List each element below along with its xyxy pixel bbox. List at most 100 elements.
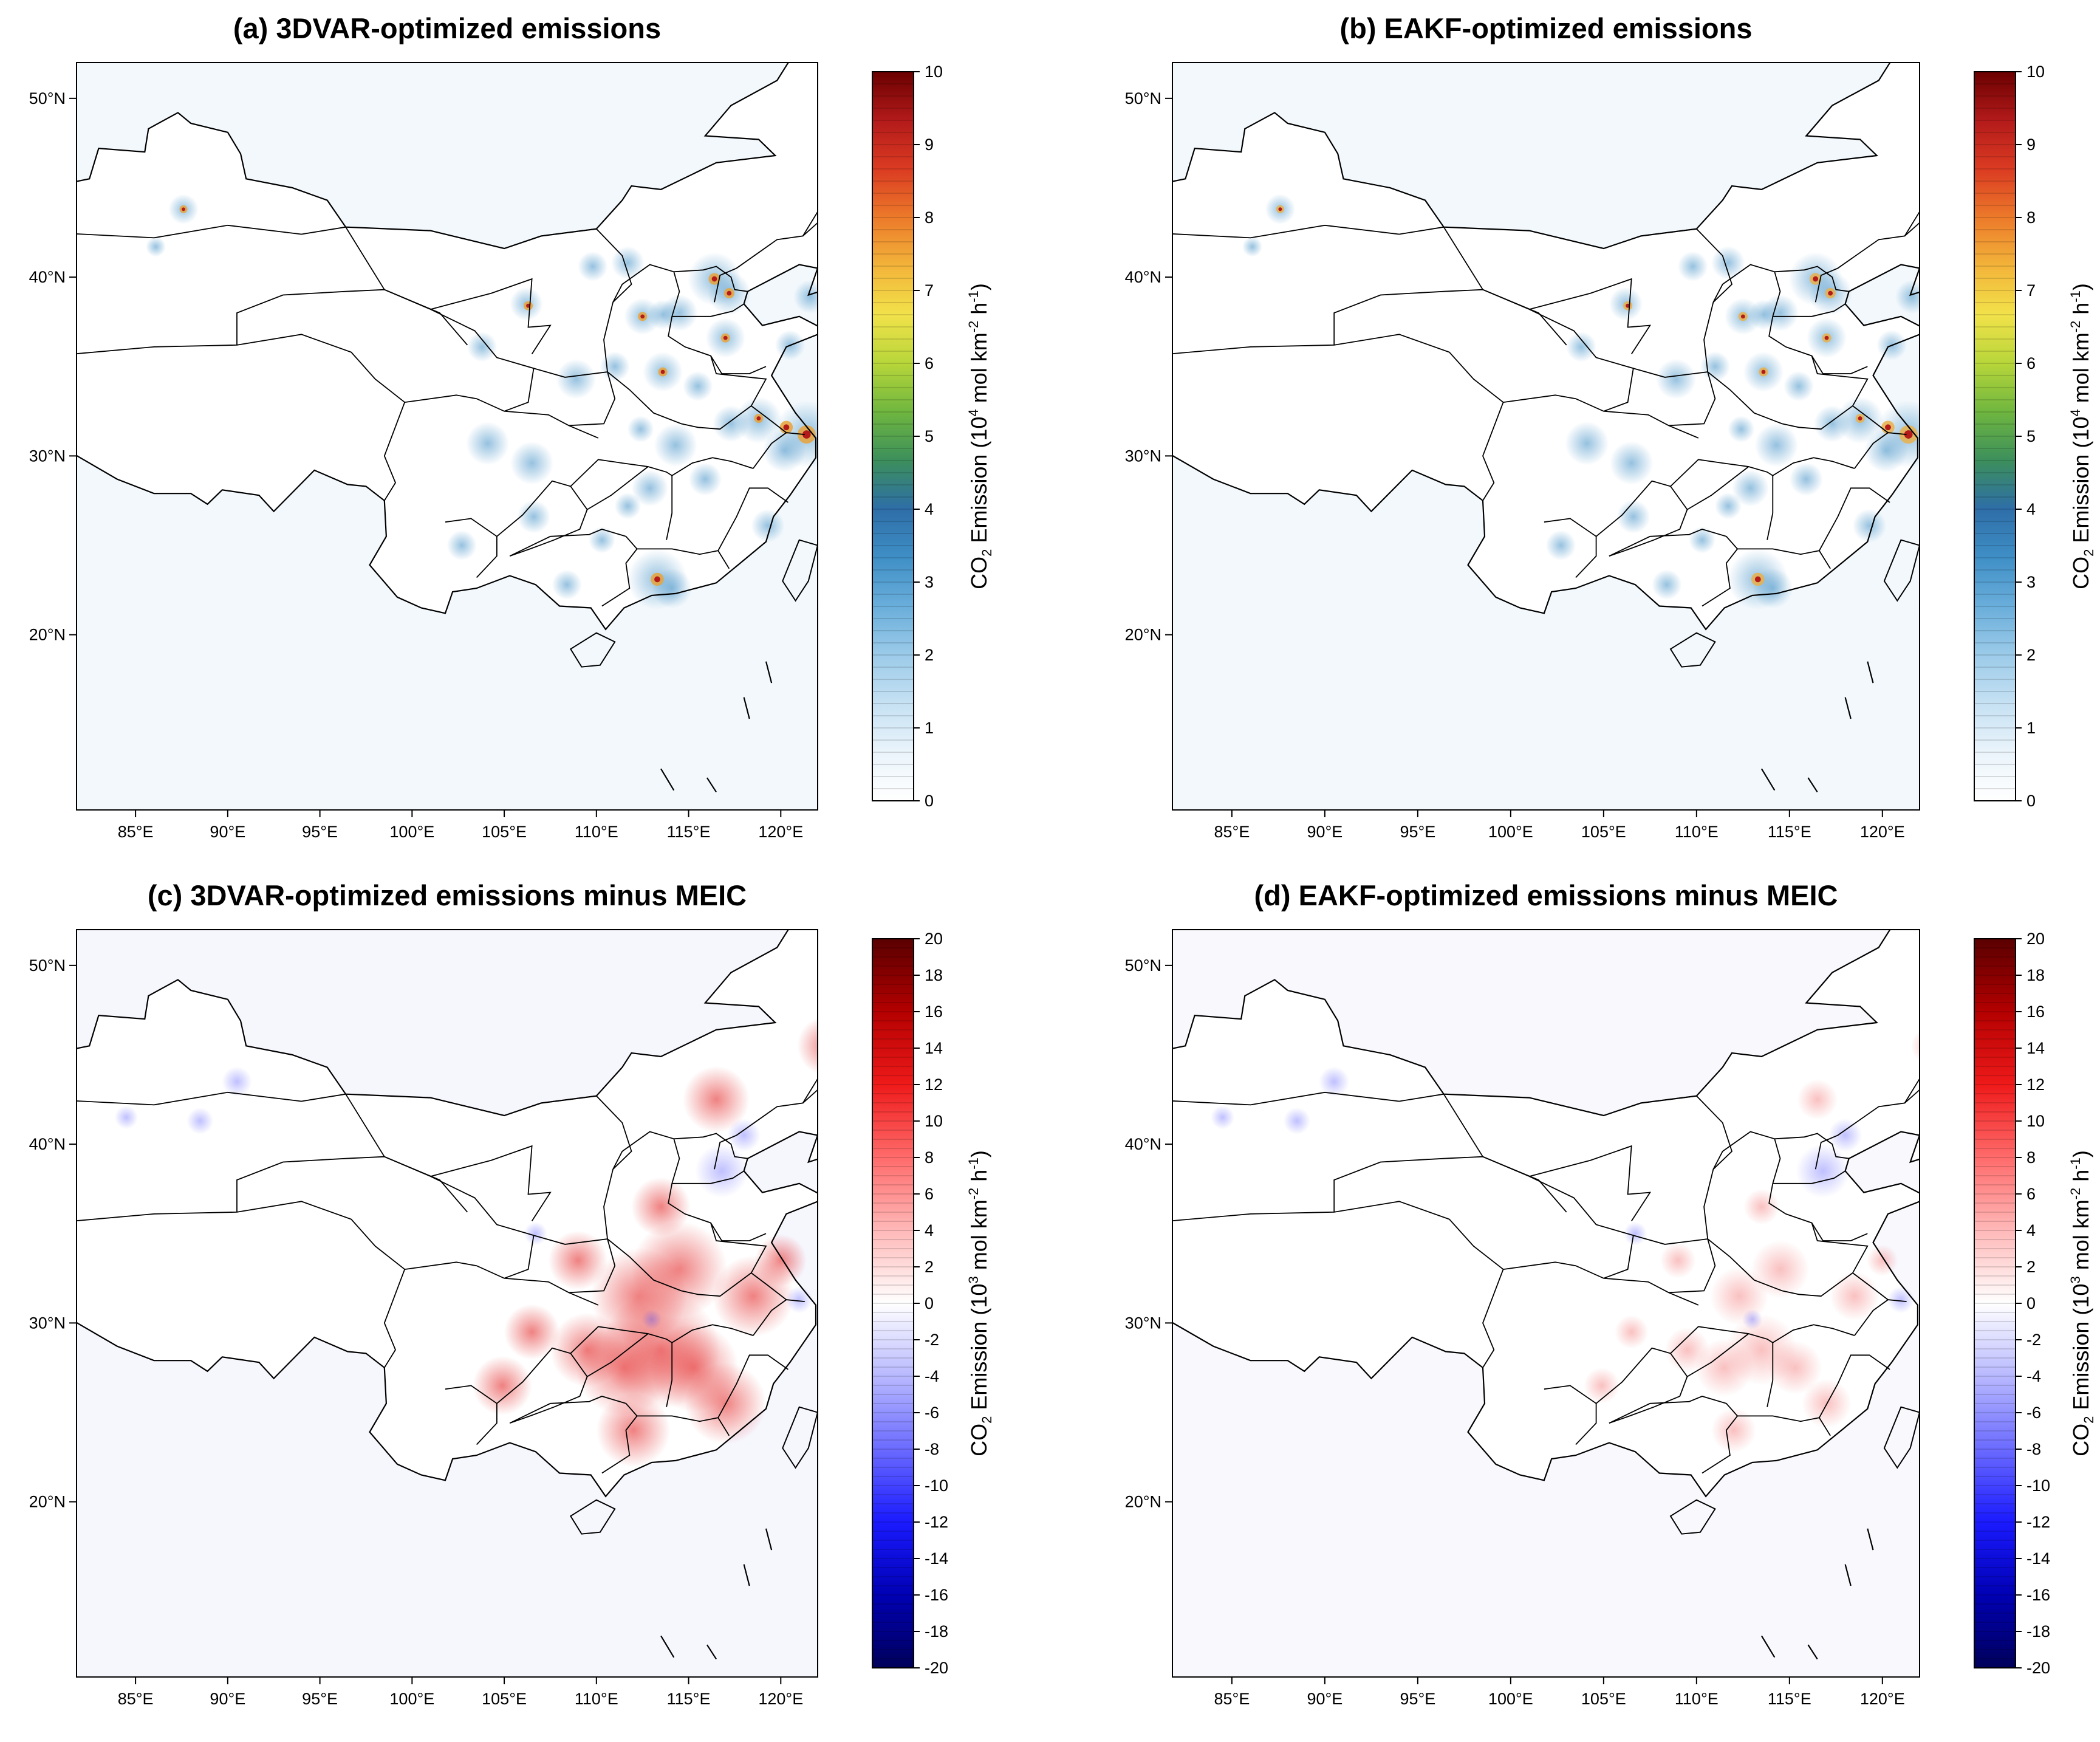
lon-tick-label: 120°E bbox=[1860, 1690, 1905, 1708]
colorbar-tick-label: 6 bbox=[925, 1185, 934, 1203]
colorbar-tick-label: 6 bbox=[2026, 1185, 2036, 1203]
lon-tick-label: 110°E bbox=[575, 1690, 618, 1708]
emission-peak-core bbox=[1813, 276, 1819, 282]
lon-tick-label: 90°E bbox=[1307, 1690, 1342, 1708]
emission-hotspot bbox=[578, 251, 608, 282]
province-boundary bbox=[1854, 432, 1907, 469]
province-boundary bbox=[603, 1131, 685, 1240]
lon-tick-label: 110°E bbox=[1675, 823, 1719, 841]
lon-tick-label: 105°E bbox=[482, 823, 527, 841]
island-boundary bbox=[782, 1406, 818, 1469]
province-boundary bbox=[509, 1396, 638, 1474]
lon-tick-label: 115°E bbox=[1768, 823, 1811, 841]
colorbar-tick-label: 7 bbox=[2026, 281, 2036, 300]
maritime-dash bbox=[765, 1528, 773, 1551]
negative-difference bbox=[1283, 1107, 1311, 1134]
emission-hotspot bbox=[1852, 509, 1887, 543]
positive-difference bbox=[683, 1066, 750, 1133]
lon-tick-label: 95°E bbox=[302, 1690, 338, 1708]
province-boundary bbox=[1687, 466, 1749, 510]
province-boundary bbox=[1773, 1170, 1846, 1184]
emission-hotspot bbox=[556, 358, 597, 399]
colorbar-tick-label: 12 bbox=[2026, 1075, 2045, 1094]
colorbar-label-part: -2 bbox=[966, 321, 981, 333]
positive-difference bbox=[550, 1312, 624, 1387]
province-boundary bbox=[751, 1272, 787, 1300]
province-boundary bbox=[345, 1094, 535, 1279]
positive-difference bbox=[797, 1017, 818, 1074]
lon-tick-label: 90°E bbox=[1307, 823, 1342, 841]
colorbar-label-part: h bbox=[2068, 303, 2093, 321]
colorbar-tick-label: 16 bbox=[925, 1003, 943, 1021]
country-boundary bbox=[77, 63, 818, 631]
colorbar-tick-label: 4 bbox=[925, 500, 934, 518]
colorbar-label: CO2 Emission (104 mol km-2 h-1) bbox=[966, 283, 994, 589]
colorbar-tick-label: 18 bbox=[2026, 966, 2045, 984]
province-boundary bbox=[1811, 1222, 1868, 1241]
colorbar-label-part: 3 bbox=[966, 1276, 981, 1283]
island-boundary bbox=[1669, 1499, 1716, 1535]
emission-peak-core bbox=[1754, 576, 1761, 583]
province-boundary bbox=[77, 1201, 405, 1270]
negative-difference bbox=[727, 1118, 761, 1152]
negative-difference bbox=[1319, 1066, 1350, 1097]
lon-tick-label: 100°E bbox=[389, 823, 434, 841]
island-boundary bbox=[569, 632, 616, 668]
colorbar-label-part: 2 bbox=[2081, 549, 2096, 557]
lon-tick-label: 85°E bbox=[118, 1690, 154, 1708]
province-boundary bbox=[509, 529, 638, 607]
colorbar-label-part: Emission (10 bbox=[2068, 1284, 2093, 1416]
province-boundary bbox=[1172, 334, 1504, 403]
emission-hotspot bbox=[1789, 462, 1824, 496]
emission-hotspot bbox=[793, 280, 818, 314]
emission-peak-core bbox=[654, 576, 660, 583]
colorbar-tick-label: 4 bbox=[2026, 500, 2036, 518]
maritime-dash bbox=[1844, 697, 1852, 719]
emission-hotspot bbox=[467, 332, 498, 362]
colorbar-label: CO2 Emission (103 mol km-2 h-1) bbox=[966, 1150, 994, 1456]
province-boundary bbox=[710, 355, 767, 374]
emission-hotspot bbox=[762, 428, 807, 473]
colorbar-label-part: -1 bbox=[2068, 1157, 2083, 1170]
province-boundary bbox=[1443, 227, 1634, 412]
panel-title: (c) 3DVAR-optimized emissions minus MEIC bbox=[148, 879, 747, 911]
colorbar-tick-label: -20 bbox=[925, 1659, 948, 1677]
province-boundary bbox=[637, 1415, 730, 1436]
colorbar-label-part: -2 bbox=[2068, 1188, 2083, 1200]
island-boundary bbox=[1669, 632, 1716, 668]
map-frame bbox=[76, 929, 818, 1678]
colorbar-tick-label: 8 bbox=[2026, 1148, 2036, 1167]
colorbar-tick-label: 8 bbox=[925, 208, 934, 227]
maritime-dash bbox=[765, 661, 773, 684]
lat-tick-label: 40°N bbox=[1125, 1135, 1161, 1153]
colorbar-label-part: -1 bbox=[966, 1157, 981, 1170]
province-boundary bbox=[1670, 1326, 1773, 1354]
province-boundary bbox=[717, 1354, 788, 1418]
colorbar-tick-label: 14 bbox=[2026, 1039, 2045, 1057]
province-boundary bbox=[1482, 1269, 1504, 1368]
colorbar bbox=[1974, 938, 2016, 1668]
province-boundary bbox=[236, 1156, 468, 1213]
lon-tick-label: 120°E bbox=[758, 823, 803, 841]
colorbar-tick-label: -10 bbox=[2026, 1476, 2050, 1495]
negative-difference bbox=[524, 1222, 547, 1246]
positive-difference bbox=[631, 1177, 691, 1236]
emission-hotspot bbox=[1651, 569, 1682, 600]
province-boundary bbox=[1852, 405, 1889, 433]
colorbar-tick-label: 4 bbox=[2026, 1221, 2036, 1240]
negative-difference bbox=[695, 1144, 749, 1198]
colorbar-tick-label: 0 bbox=[925, 1294, 934, 1312]
emission-peak-core bbox=[723, 335, 728, 340]
colorbar-label-part: 2 bbox=[2081, 1416, 2096, 1424]
colorbar-tick-label: -12 bbox=[925, 1513, 948, 1531]
colorbar-label: CO2 Emission (104 mol km-2 h-1) bbox=[2068, 283, 2096, 589]
emission-hotspot bbox=[822, 223, 865, 266]
colorbar-tick-label: 5 bbox=[925, 427, 934, 445]
colorbar-tick-label: -10 bbox=[925, 1476, 948, 1495]
colorbar-tick-label: -6 bbox=[925, 1404, 939, 1422]
lon-tick-label: 115°E bbox=[1768, 1690, 1811, 1708]
positive-difference bbox=[1830, 1271, 1879, 1321]
colorbar-tick-label: 9 bbox=[925, 135, 934, 154]
colorbar-label-part: CO bbox=[2068, 557, 2093, 589]
province-boundary bbox=[714, 222, 818, 303]
